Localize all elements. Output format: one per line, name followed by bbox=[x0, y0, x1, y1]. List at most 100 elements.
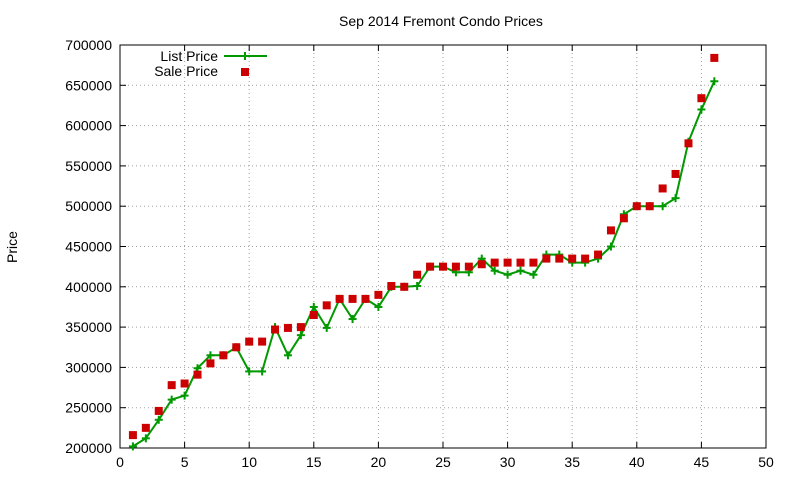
list-price-point bbox=[490, 266, 499, 275]
sale-price-point bbox=[283, 323, 292, 332]
list-price-point bbox=[128, 442, 137, 451]
sale-price-point bbox=[128, 431, 137, 440]
list-price-point bbox=[141, 434, 150, 443]
sale-price-point bbox=[400, 282, 409, 291]
sale-price-point bbox=[348, 294, 357, 303]
x-tick-label: 35 bbox=[564, 454, 580, 470]
list-price-point bbox=[413, 281, 422, 290]
sale-price-point bbox=[309, 311, 318, 320]
sale-price-point bbox=[387, 281, 396, 290]
y-tick-label: 300000 bbox=[65, 359, 112, 375]
list-price-point bbox=[606, 242, 615, 251]
list-price-point bbox=[671, 194, 680, 203]
sale-price-point bbox=[167, 381, 176, 390]
sale-price-point bbox=[426, 262, 435, 271]
sale-price-point bbox=[271, 325, 280, 334]
legend: List Price Sale Price bbox=[154, 48, 267, 79]
list-price-point bbox=[374, 302, 383, 311]
y-tick-label: 250000 bbox=[65, 400, 112, 416]
sale-price-point bbox=[219, 351, 228, 360]
list-price-point bbox=[283, 351, 292, 360]
list-price-point bbox=[710, 77, 719, 86]
x-tick-label: 20 bbox=[371, 454, 387, 470]
list-price-line bbox=[132, 80, 716, 448]
sale-price-point bbox=[464, 262, 473, 271]
sale-price-point bbox=[245, 337, 254, 346]
list-price-point bbox=[309, 302, 318, 311]
list-price-point bbox=[516, 266, 525, 275]
sale-price-point bbox=[503, 258, 512, 267]
list-price-point bbox=[180, 391, 189, 400]
sale-price-point bbox=[542, 254, 551, 263]
sale-price-point bbox=[619, 214, 628, 223]
x-tick-label: 5 bbox=[181, 454, 189, 470]
legend-marker-sale-price bbox=[241, 68, 249, 76]
legend-label-list-price: List Price bbox=[160, 48, 218, 64]
x-tick-label: 40 bbox=[629, 454, 645, 470]
y-tick-label: 350000 bbox=[65, 319, 112, 335]
list-price-point bbox=[167, 395, 176, 404]
list-price-point bbox=[322, 323, 331, 332]
y-axis-label: Price bbox=[4, 231, 20, 263]
sale-price-point bbox=[645, 202, 654, 211]
x-tick-label: 15 bbox=[306, 454, 322, 470]
sale-price-point bbox=[335, 294, 344, 303]
series-layer bbox=[128, 53, 719, 451]
sale-price-point bbox=[632, 202, 641, 211]
x-tick-label: 50 bbox=[758, 454, 774, 470]
sale-price-point bbox=[477, 260, 486, 269]
list-price-point bbox=[245, 367, 254, 376]
legend-label-sale-price: Sale Price bbox=[154, 63, 218, 79]
sale-price-point bbox=[322, 301, 331, 310]
list-price-point bbox=[206, 351, 215, 360]
legend-plus-marker bbox=[241, 52, 249, 60]
sale-price-point bbox=[606, 226, 615, 235]
sale-price-point bbox=[684, 139, 693, 148]
y-tick-label: 400000 bbox=[65, 279, 112, 295]
list-price-point bbox=[154, 415, 163, 424]
sale-price-point bbox=[206, 359, 215, 368]
sale-price-point bbox=[232, 343, 241, 352]
list-price-point bbox=[503, 270, 512, 279]
sale-price-point bbox=[710, 53, 719, 62]
sale-price-point bbox=[451, 262, 460, 271]
list-price-point bbox=[658, 202, 667, 211]
list-price-point bbox=[258, 367, 267, 376]
sale-price-point bbox=[141, 423, 150, 432]
sale-price-point bbox=[594, 250, 603, 259]
sale-price-point bbox=[697, 94, 706, 103]
y-tick-label: 600000 bbox=[65, 118, 112, 134]
sale-price-point bbox=[516, 258, 525, 267]
sale-price-point bbox=[490, 258, 499, 267]
chart-title: Sep 2014 Fremont Condo Prices bbox=[339, 13, 543, 29]
axis-ticks: 0 5 10 15 20 25 30 35 40 45 50 200000 250000 300000 35… bbox=[65, 37, 774, 470]
y-tick-label: 450000 bbox=[65, 239, 112, 255]
list-price-point bbox=[348, 315, 357, 324]
sale-price-point bbox=[439, 262, 447, 271]
y-tick-label: 650000 bbox=[65, 77, 112, 93]
x-tick-label: 30 bbox=[500, 454, 516, 470]
y-tick-label: 550000 bbox=[65, 158, 112, 174]
sale-price-point bbox=[258, 337, 267, 346]
sale-price-point bbox=[671, 169, 680, 178]
sale-price-point bbox=[193, 370, 202, 379]
legend-square-marker bbox=[241, 68, 249, 76]
sale-price-point bbox=[581, 254, 590, 263]
list-price-point bbox=[296, 331, 305, 340]
list-price-point bbox=[529, 270, 538, 279]
sale-price-point bbox=[180, 379, 189, 388]
x-tick-label: 45 bbox=[694, 454, 710, 470]
sale-price-point bbox=[568, 254, 577, 263]
sale-price-point bbox=[374, 290, 383, 299]
list-price-point bbox=[697, 105, 706, 114]
sale-price-point bbox=[529, 258, 538, 267]
sale-price-point bbox=[413, 270, 422, 279]
x-tick-label: 10 bbox=[241, 454, 257, 470]
x-tick-label: 0 bbox=[116, 454, 124, 470]
sale-price-point bbox=[154, 406, 163, 415]
x-tick-label: 25 bbox=[435, 454, 451, 470]
sale-price-point bbox=[296, 323, 305, 332]
legend-marker-list-price bbox=[241, 52, 249, 60]
